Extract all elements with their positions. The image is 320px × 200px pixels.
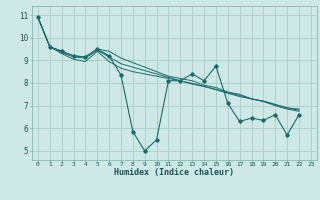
X-axis label: Humidex (Indice chaleur): Humidex (Indice chaleur) xyxy=(115,168,234,177)
